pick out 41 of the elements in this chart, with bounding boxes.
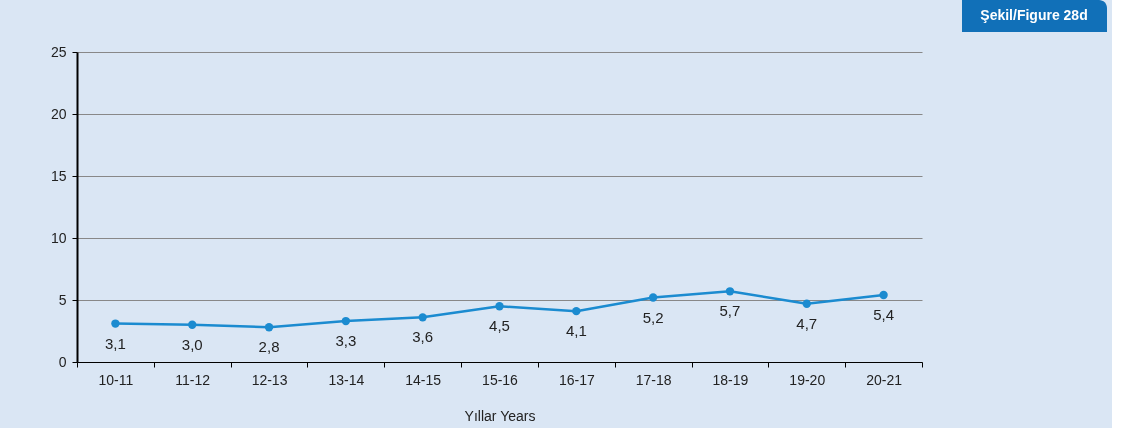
point bbox=[111, 319, 120, 328]
point bbox=[495, 302, 504, 311]
data-label: 3,6 bbox=[412, 328, 434, 346]
data-label: 5,4 bbox=[873, 306, 895, 324]
x-tick-label: 19-20 bbox=[789, 371, 826, 388]
text: Şekil/Figure 28d bbox=[980, 7, 1088, 23]
data-label: 4,5 bbox=[489, 317, 510, 335]
x-tick-label: 12-13 bbox=[251, 371, 288, 388]
y-tick-label: 5 bbox=[58, 291, 67, 308]
y-tick-label: 25 bbox=[50, 43, 67, 60]
x-axis-title: Yıllar Years bbox=[464, 407, 536, 424]
y-tick-label: 0 bbox=[58, 353, 67, 370]
y-tick-label: 20 bbox=[50, 105, 67, 122]
x-tick-label: 17-18 bbox=[635, 371, 672, 388]
point bbox=[879, 290, 888, 300]
data-label: 4,1 bbox=[565, 322, 587, 340]
x-tick-label: 11-12 bbox=[175, 371, 211, 388]
data-label: 3,0 bbox=[181, 335, 203, 353]
data-label: 2,8 bbox=[258, 338, 280, 356]
data-label: 4,7 bbox=[796, 314, 818, 332]
data-label: 3,1 bbox=[104, 334, 126, 352]
x-tick-label: 13-14 bbox=[328, 371, 365, 388]
x-tick-label: 16-17 bbox=[558, 371, 595, 388]
point bbox=[648, 293, 658, 302]
data-label: 5,2 bbox=[642, 308, 664, 326]
point bbox=[264, 323, 274, 332]
point bbox=[188, 320, 197, 329]
data-label: 5,7 bbox=[719, 302, 741, 320]
point bbox=[341, 316, 351, 326]
point bbox=[572, 306, 581, 316]
x-tick-label: 18-19 bbox=[712, 371, 749, 388]
x-tick-label: 15-16 bbox=[482, 371, 519, 388]
x-tick-label: 14-15 bbox=[405, 371, 442, 388]
data-label: 3,3 bbox=[335, 332, 357, 350]
point bbox=[725, 287, 735, 296]
x-tick-label: 10-11 bbox=[98, 371, 134, 388]
point bbox=[418, 313, 427, 322]
y-tick-label: 10 bbox=[50, 229, 67, 246]
x-tick-label: 20-21 bbox=[866, 371, 903, 388]
point bbox=[802, 299, 811, 308]
y-tick-label: 15 bbox=[50, 167, 67, 184]
